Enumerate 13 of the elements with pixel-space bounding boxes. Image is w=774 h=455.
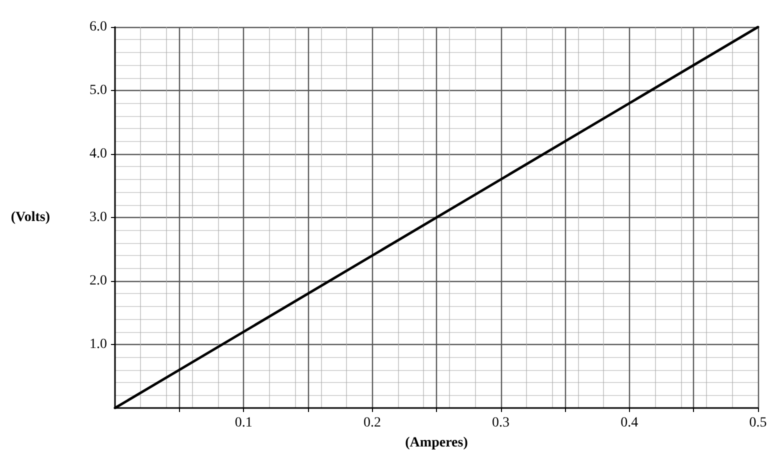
y-axis-title: (Volts) bbox=[10, 210, 50, 225]
y-tick-label: 3.0 bbox=[90, 210, 107, 225]
y-tick-label: 5.0 bbox=[90, 83, 107, 98]
x-tick-label: 0.5 bbox=[749, 416, 767, 430]
x-tick-label: 0.4 bbox=[620, 416, 638, 430]
x-tick-label: 0.1 bbox=[234, 416, 252, 430]
x-axis-title: (Amperes) bbox=[405, 436, 468, 450]
x-tick-label: 0.3 bbox=[492, 416, 510, 430]
x-tick-label: 0.2 bbox=[363, 416, 381, 430]
y-tick-label: 4.0 bbox=[90, 146, 107, 162]
y-tick-label: 6.0 bbox=[90, 20, 107, 34]
y-tick-label: 2.0 bbox=[90, 274, 107, 288]
y-tick-label: 1.0 bbox=[90, 337, 107, 352]
